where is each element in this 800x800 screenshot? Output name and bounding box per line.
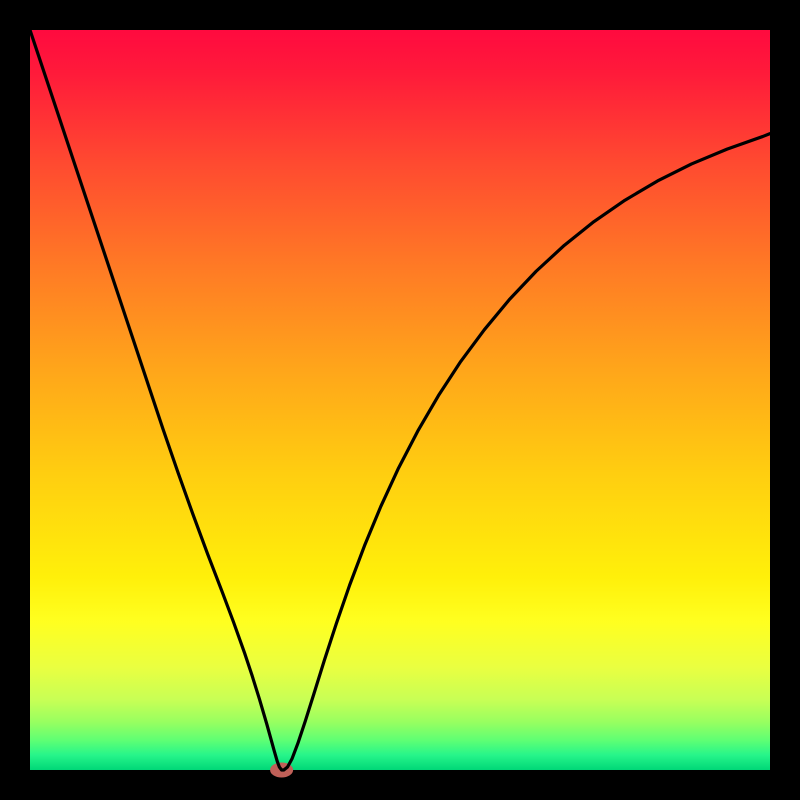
bottleneck-chart bbox=[0, 0, 800, 800]
chart-plot-background bbox=[30, 30, 770, 770]
